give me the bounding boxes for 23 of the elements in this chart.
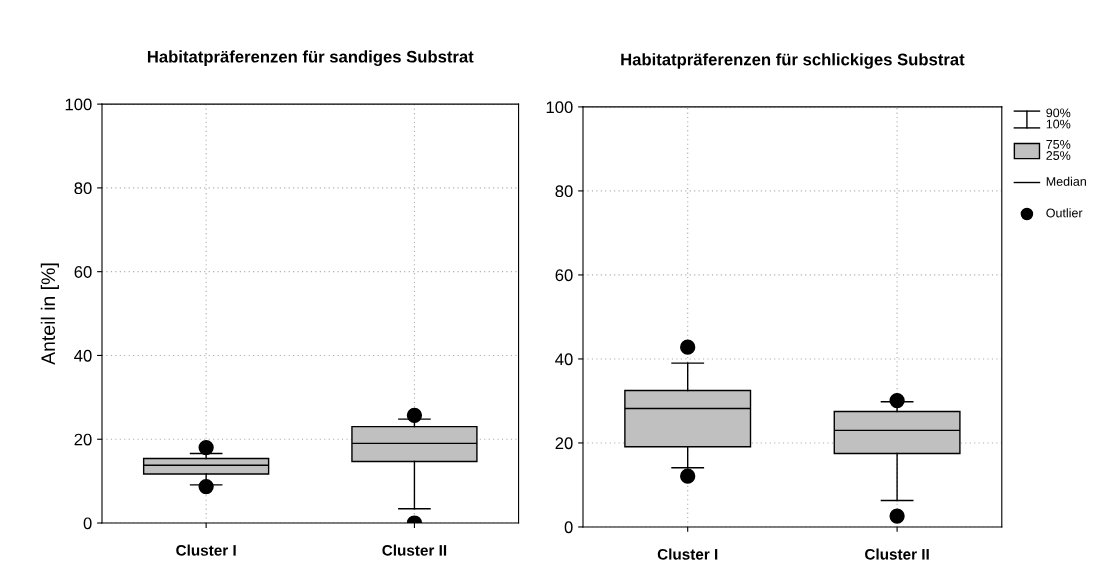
chart-title: Habitatpräferenzen für sandiges Substrat [147, 50, 474, 66]
y-tick-label: 60 [74, 266, 92, 278]
text: Median [1046, 176, 1086, 186]
x-tick-label: Cluster I [657, 548, 718, 560]
x-tick-label: Cluster I [176, 544, 236, 556]
y-axis-title: Anteil in [%] [40, 263, 59, 365]
text: Outlier [1046, 208, 1083, 218]
y-tick-label: 40 [74, 349, 92, 362]
text: 90% 10% [1046, 108, 1071, 129]
y-tick-label: 40 [555, 353, 573, 366]
y-tick-label: 60 [555, 269, 573, 282]
y-tick-label: 20 [555, 437, 573, 450]
y-tick-label: 0 [83, 517, 92, 530]
y-tick-label: 80 [74, 182, 92, 195]
y-tick-label: 100 [546, 101, 573, 114]
text: 75% 25% [1046, 139, 1071, 160]
chart-title: Habitatpräferenzen für schlickiges Substrat [621, 53, 965, 69]
y-tick-label: 100 [65, 98, 92, 111]
y-tick-label: 80 [555, 185, 573, 198]
x-tick-label: Cluster II [865, 548, 929, 560]
y-tick-label: 20 [74, 433, 92, 446]
x-tick-label: Cluster II [382, 544, 447, 556]
y-tick-label: 0 [564, 521, 573, 534]
